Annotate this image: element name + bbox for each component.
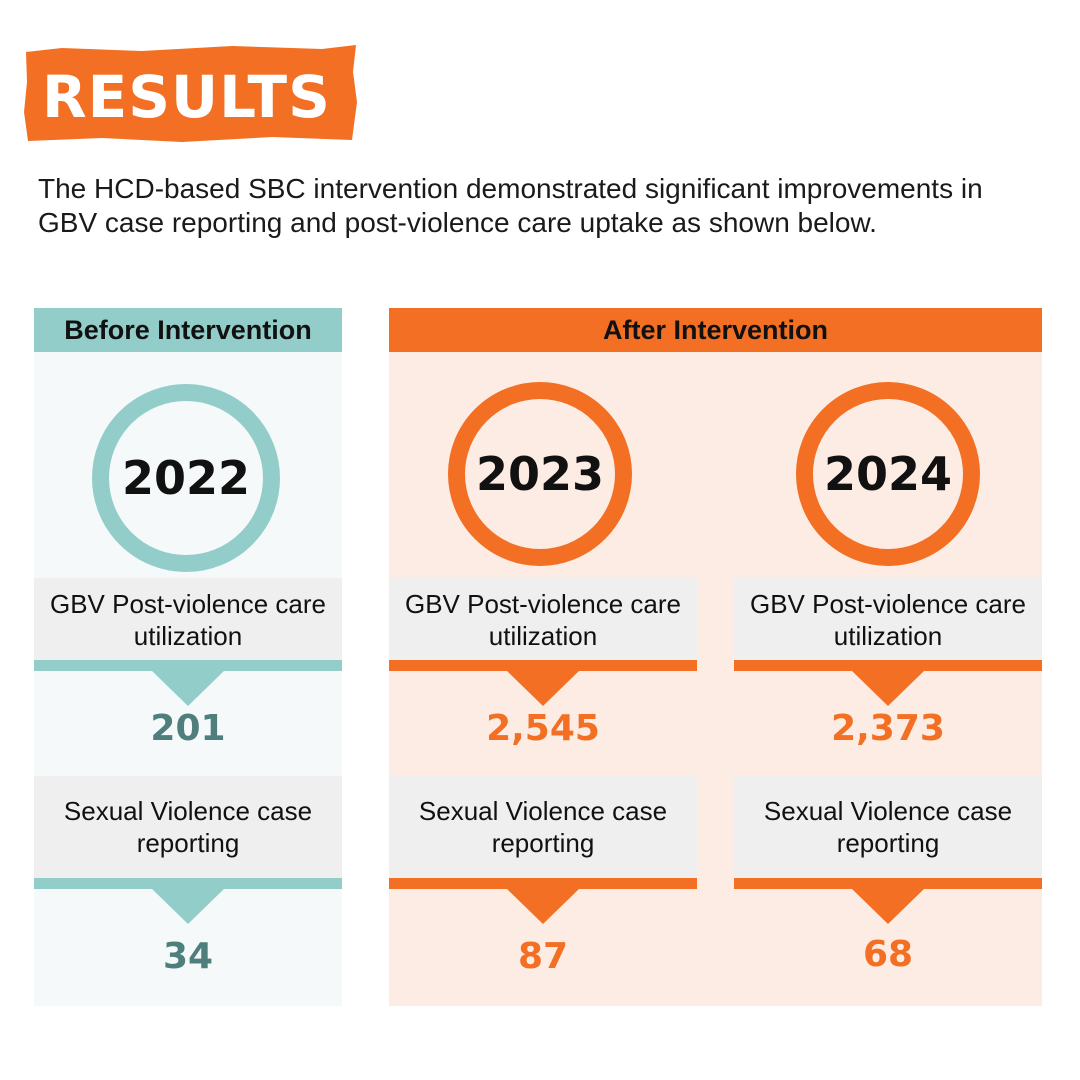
label-case-reporting: Sexual Violence case reporting [734, 776, 1042, 878]
year-ring-2023: 2023 [448, 382, 632, 566]
divider-bar [34, 878, 342, 889]
pointer-triangle [851, 670, 925, 706]
year-2024: 2024 [823, 447, 953, 501]
value-care-utilization: 2,545 [486, 708, 600, 749]
before-intervention-heading: Before Intervention [34, 308, 342, 352]
after-intervention-heading: After Intervention [389, 308, 1042, 352]
year-ring-2024: 2024 [796, 382, 980, 566]
year-2023: 2023 [475, 447, 605, 501]
title-brush-background [24, 45, 357, 142]
pointer-triangle [151, 888, 225, 924]
label-case-reporting: Sexual Violence case reporting [34, 776, 342, 878]
value-care-utilization: 201 [150, 708, 226, 749]
divider-bar [734, 660, 1042, 671]
divider-bar [34, 660, 342, 671]
value-case-reporting: 87 [517, 936, 569, 977]
divider-bar [389, 878, 697, 889]
value-case-reporting: 34 [162, 936, 214, 977]
pointer-triangle [506, 670, 580, 706]
label-care-utilization: GBV Post-violence care utilization [734, 578, 1042, 662]
intro-text: The HCD-based SBC intervention demonstra… [38, 173, 983, 238]
value-care-utilization: 2,373 [831, 708, 945, 749]
pointer-triangle [151, 670, 225, 706]
divider-bar [734, 878, 1042, 889]
label-care-utilization: GBV Post-violence care utilization [34, 578, 342, 662]
page-title: RESULTS [42, 63, 331, 131]
year-ring-2022: 2022 [92, 384, 280, 572]
pointer-triangle [851, 888, 925, 924]
value-case-reporting: 68 [862, 934, 914, 975]
label-care-utilization: GBV Post-violence care utilization [389, 578, 697, 662]
pointer-triangle [506, 888, 580, 924]
year-2022: 2022 [121, 451, 251, 505]
divider-bar [389, 660, 697, 671]
label-case-reporting: Sexual Violence case reporting [389, 776, 697, 878]
